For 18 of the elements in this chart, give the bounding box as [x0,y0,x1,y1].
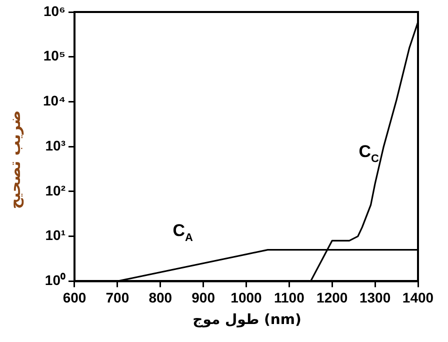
y-tick-label: 10³ [45,137,66,154]
x-axis-title: طول موج (nm) [192,312,302,328]
y-tick-label: 10² [45,182,66,198]
x-tick-label: 1100 [274,289,305,306]
x-tick-label: 700 [106,289,130,306]
y-tick-label: 10⁶ [43,2,66,19]
x-tick-label: 800 [148,289,172,306]
y-tick-label: 10⁰ [44,272,66,288]
y-axis-title: ضریب تصحیح [6,110,25,212]
x-tick-label: 1300 [359,289,391,306]
x-tick-label: 900 [192,289,216,306]
x-tick-label: 1400 [402,289,434,306]
x-tick-label: 600 [62,289,86,306]
x-tick-label: 1000 [230,289,262,306]
x-tick-label: 1200 [316,289,348,306]
y-tick-label: 10¹ [45,227,66,244]
y-tick-label: 10⁵ [43,48,66,64]
y-tick-label: 10⁴ [42,92,66,109]
